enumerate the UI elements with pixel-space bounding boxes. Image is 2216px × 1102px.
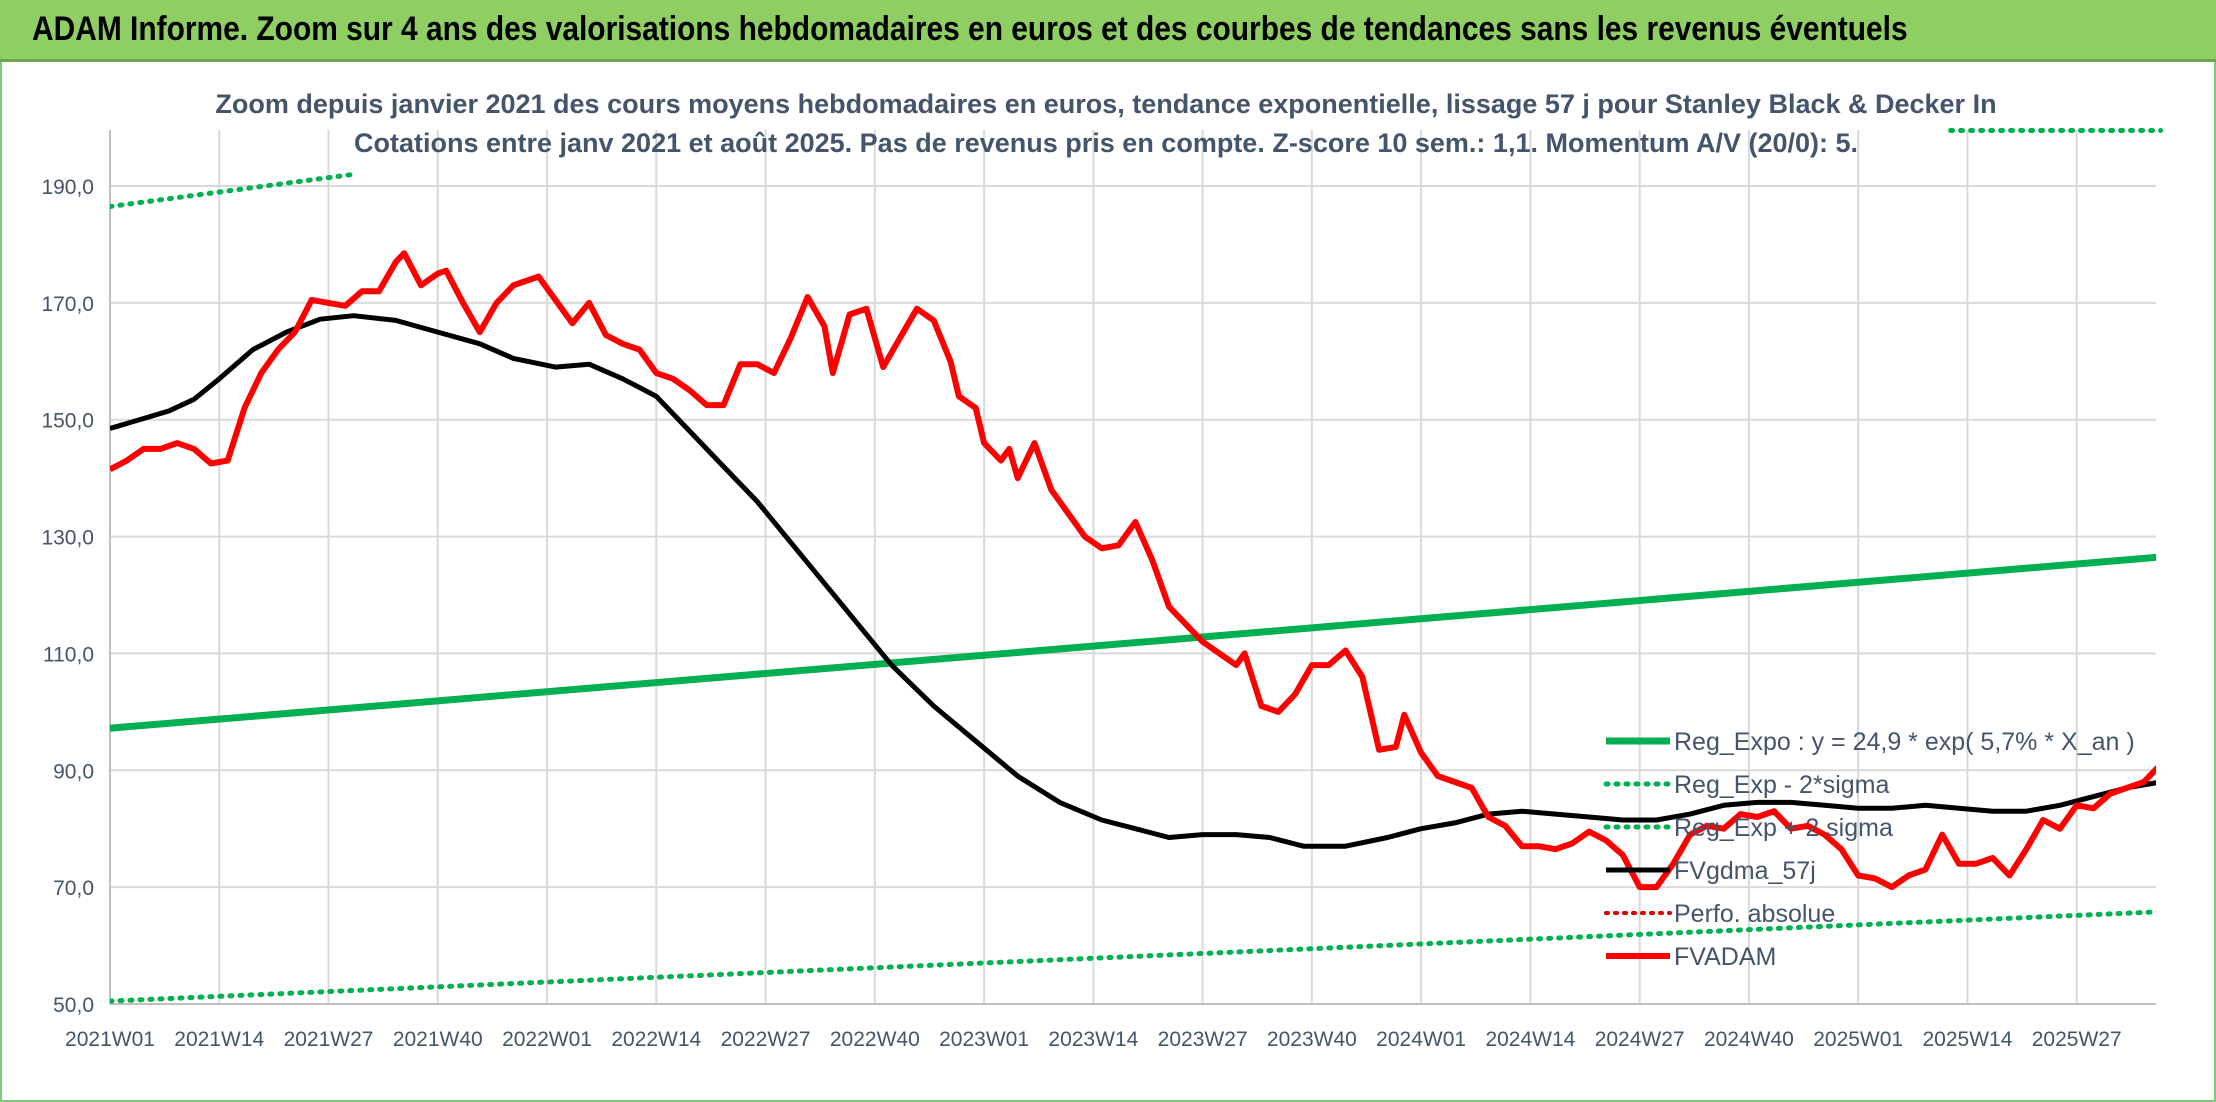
x-tick-label: 2025W01 — [1813, 1028, 1903, 1051]
y-tick-label: 110,0 — [43, 643, 94, 666]
series-fvgdma-57j — [110, 313, 2156, 937]
y-tick-label: 50,0 — [53, 994, 94, 1017]
legend-label: Reg_Expo : y = 24,9 * exp( 5,7% * X_an ) — [1674, 728, 2135, 756]
series-reg-minus-2sigma — [110, 909, 2156, 1004]
legend-label: Reg_Exp - 2*sigma — [1674, 771, 1889, 799]
chart-subtitle: Cotations entre janv 2021 et août 2025. … — [354, 128, 1858, 158]
x-tick-label: 2023W01 — [939, 1028, 1029, 1051]
x-tick-label: 2021W14 — [174, 1028, 264, 1051]
legend-label: FVADAM — [1674, 943, 1776, 971]
x-tick-label: 2024W40 — [1704, 1028, 1794, 1051]
legend-label: Reg_Exp + 2 sigma — [1674, 814, 1893, 842]
y-tick-label: 150,0 — [41, 410, 94, 433]
y-tick-label: 70,0 — [53, 877, 94, 900]
x-tick-label: 2024W27 — [1595, 1028, 1685, 1051]
chart-series — [110, 128, 2164, 1004]
legend-label: FVgdma_57j — [1674, 857, 1816, 885]
y-tick-label: 170,0 — [41, 293, 94, 316]
x-tick-label: 2023W14 — [1048, 1028, 1138, 1051]
y-tick-label: 130,0 — [41, 527, 94, 550]
chart-axes: 50,0 70,0 90,0 110,0 130,0 150,0 170,0 190,0 202… — [41, 130, 2156, 1051]
x-tick-label: 2023W27 — [1158, 1028, 1248, 1051]
series-reg-plus-2sigma — [110, 171, 357, 209]
header-banner: ADAM Informe. Zoom sur 4 ans des valoris… — [0, 0, 2216, 62]
y-tick-label: 90,0 — [53, 760, 94, 783]
legend-label: Perfo. absolue — [1674, 900, 1835, 928]
x-tick-label: 2025W27 — [2032, 1028, 2122, 1051]
x-tick-label: 2022W27 — [721, 1028, 811, 1051]
chart-grid — [109, 130, 2156, 1005]
x-tick-label: 2021W40 — [393, 1028, 483, 1051]
banner-title: ADAM Informe. Zoom sur 4 ans des valoris… — [32, 10, 1908, 48]
x-tick-label: 2024W14 — [1485, 1028, 1575, 1051]
line-chart: 50,0 70,0 90,0 110,0 130,0 150,0 170,0 190,0 202… — [41, 89, 2164, 1051]
y-tick-label: 190,0 — [41, 176, 94, 199]
series-reg-expo — [110, 553, 2156, 732]
x-tick-label: 2022W01 — [502, 1028, 592, 1051]
x-tick-label: 2021W27 — [284, 1028, 374, 1051]
chart-title: Zoom depuis janvier 2021 des cours moyen… — [215, 89, 1996, 119]
chart-legend: Reg_Expo : y = 24,9 * exp( 5,7% * X_an )… — [1603, 728, 2135, 971]
x-tick-label: 2022W40 — [830, 1028, 920, 1051]
x-tick-label: 2021W01 — [65, 1028, 155, 1051]
x-tick-label: 2023W40 — [1267, 1028, 1357, 1051]
series-fvadam — [110, 250, 2156, 996]
x-tick-label: 2024W01 — [1376, 1028, 1466, 1051]
x-tick-label: 2025W14 — [1922, 1028, 2012, 1051]
x-tick-label: 2022W14 — [611, 1028, 701, 1051]
